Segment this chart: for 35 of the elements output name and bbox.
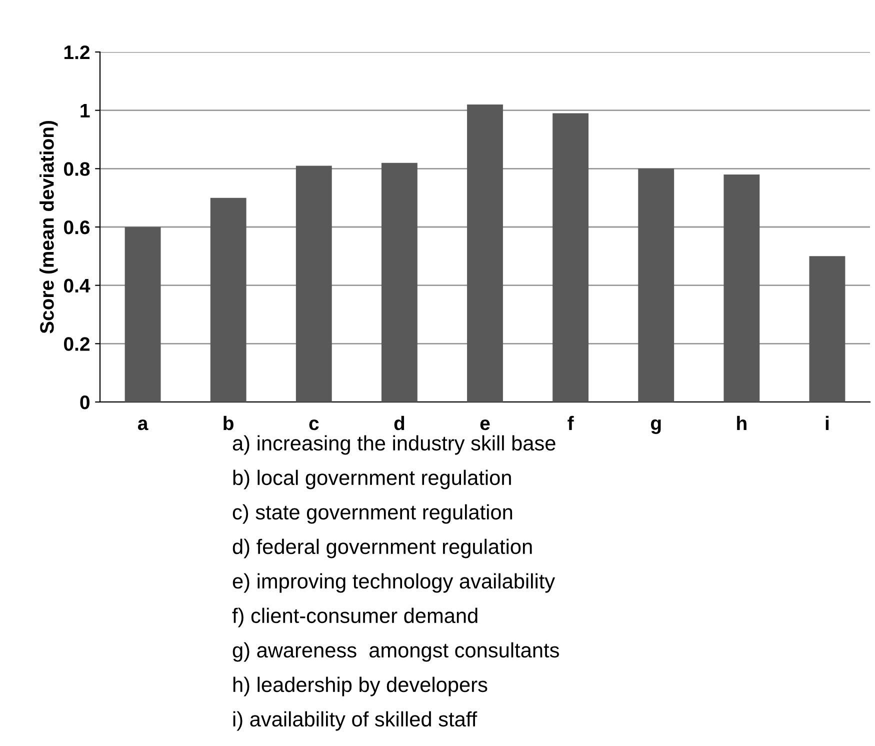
bar — [552, 113, 589, 402]
bar — [809, 256, 846, 402]
y-tick-label: 0.8 — [64, 162, 90, 176]
y-axis-title: Score (mean deviation) — [40, 120, 58, 334]
y-tick-label: 0.6 — [64, 220, 90, 234]
y-tick-label: 1 — [80, 104, 90, 118]
text: c) state government regulation — [232, 504, 512, 524]
y-tick-label: 0.2 — [64, 337, 90, 351]
y-tick-label: 0 — [80, 395, 90, 410]
text: i) availability of skilled staff — [233, 711, 478, 731]
text: e) improving technology availability — [232, 573, 556, 593]
bar — [381, 162, 418, 402]
text: f) client-consumer demand — [232, 608, 478, 628]
x-tick-label: b — [224, 416, 234, 430]
bar — [724, 174, 760, 402]
x-tick-label: e — [480, 420, 490, 430]
x-tick-label: f — [568, 416, 574, 430]
text: d) federal government regulation — [232, 538, 532, 558]
bar — [296, 166, 332, 402]
bar — [638, 168, 674, 402]
bar — [467, 104, 503, 402]
y-tick-label: 0.4 — [64, 278, 90, 293]
bar — [210, 198, 246, 402]
bar — [124, 227, 161, 402]
text: g) awareness amongst consultants — [232, 642, 559, 662]
x-tick-label: d — [394, 416, 404, 430]
text: b) local government regulation — [233, 470, 511, 490]
x-tick-label: g — [650, 419, 661, 434]
x-tick-label: a — [138, 420, 148, 430]
x-tick-label: c — [309, 420, 319, 430]
text: a) increasing the industry skill base — [232, 435, 556, 455]
x-tick-label: i — [826, 416, 829, 430]
x-tick-label: h — [737, 416, 746, 430]
text: h) leadership by developers — [233, 676, 488, 696]
y-tick-label: 1.2 — [64, 45, 90, 60]
